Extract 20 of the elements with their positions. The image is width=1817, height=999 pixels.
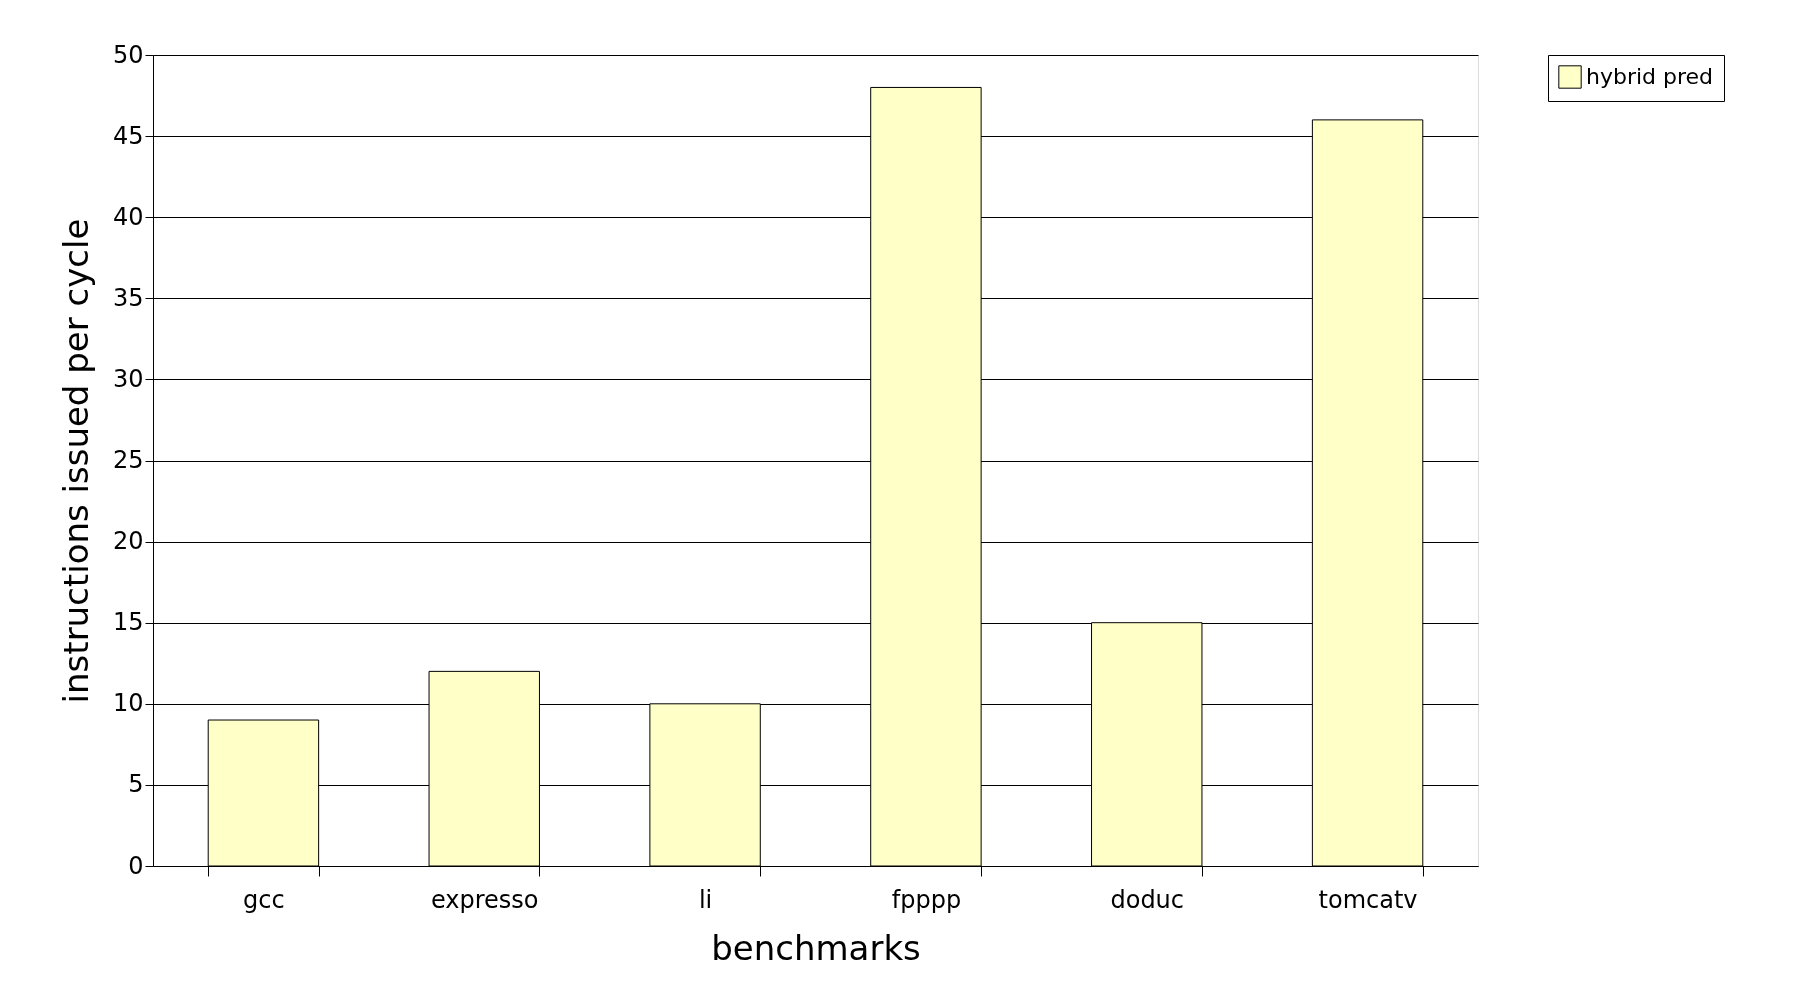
y-tick-label: 30: [112, 364, 144, 393]
y-axis-title: instructions issued per cycle: [55, 218, 96, 704]
y-tick-label: 20: [112, 527, 144, 556]
x-tick-label: li: [698, 885, 713, 914]
legend-label: hybrid pred: [1586, 64, 1714, 89]
x-tick-label: doduc: [1110, 885, 1185, 914]
x-tick-label: expresso: [430, 885, 539, 914]
y-tick-label: 40: [112, 202, 144, 231]
y-tick-label: 10: [112, 689, 144, 718]
y-tick-label: 0: [128, 851, 144, 880]
x-tick-label: gcc: [243, 885, 285, 914]
x-tick-label: fpppp: [891, 885, 962, 914]
y-tick-label: 45: [112, 121, 144, 150]
y-tick-label: 15: [112, 608, 144, 637]
y-tick-label: 25: [112, 446, 144, 474]
x-tick-label: tomcatv: [1318, 885, 1418, 914]
y-tick-label: 35: [112, 283, 144, 312]
y-tick-label: 5: [128, 770, 144, 799]
y-tick-label: 50: [112, 40, 144, 69]
x-axis-title: benchmarks: [711, 927, 921, 968]
